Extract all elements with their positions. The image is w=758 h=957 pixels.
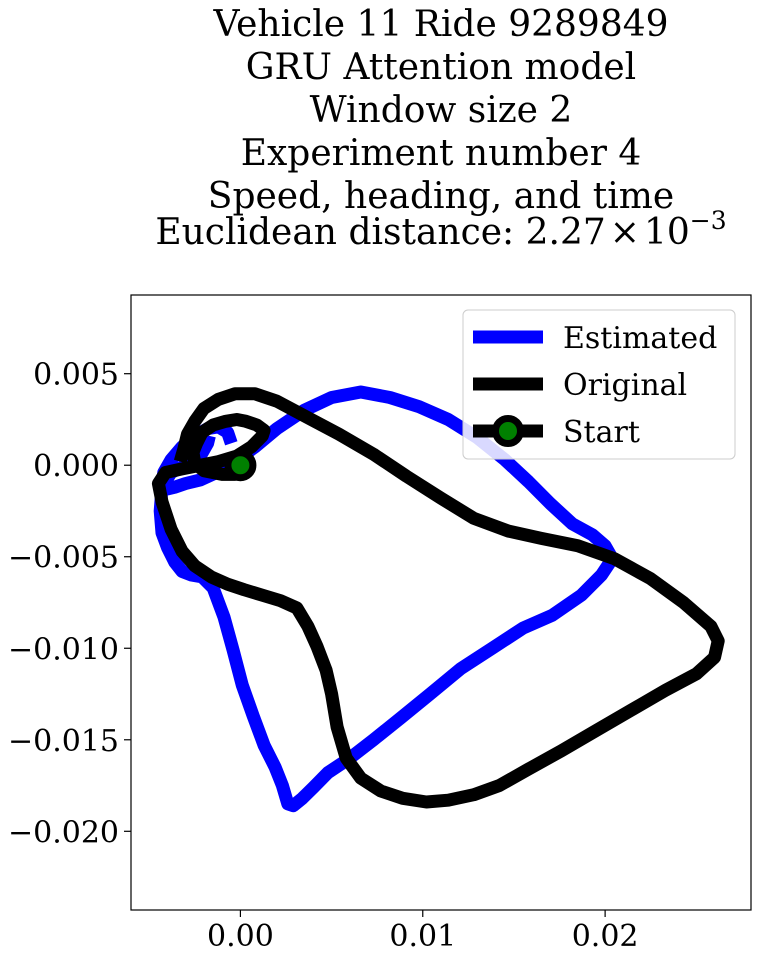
x-axis: 0.00 0.01 0.02 xyxy=(207,910,639,954)
x-tick-label: 0.00 xyxy=(207,919,274,954)
distance-times: × xyxy=(610,212,640,253)
series-line-estimated xyxy=(153,385,619,813)
y-tick-label: −0.015 xyxy=(8,724,119,759)
plot-area xyxy=(151,385,725,813)
distance-base: 10 xyxy=(644,212,690,253)
y-axis: 0.005 0.000 −0.005 −0.010 −0.015 −0.020 xyxy=(8,358,131,850)
legend-label: Estimated xyxy=(563,321,717,356)
y-tick-label: −0.010 xyxy=(8,632,119,667)
y-tick-label: −0.020 xyxy=(8,815,119,850)
title-distance: Euclidean distance: 2.27 × 10−3 xyxy=(155,206,726,253)
series-line-original xyxy=(151,387,725,809)
x-tick-label: 0.01 xyxy=(389,919,456,954)
title-line: Experiment number 4 xyxy=(241,133,642,174)
distance-prefix: Euclidean distance: 2.27 xyxy=(155,212,605,253)
y-tick-label: 0.000 xyxy=(33,449,119,484)
title-line: Window size 2 xyxy=(310,90,573,131)
title-line: Vehicle 11 Ride 9289849 xyxy=(212,4,668,45)
distance-exponent: −3 xyxy=(690,206,727,235)
title-line: Speed, heading, and time xyxy=(208,176,674,217)
legend-label: Original xyxy=(563,368,687,403)
legend-box xyxy=(462,309,736,460)
y-tick-label: −0.005 xyxy=(8,541,119,576)
legend-label: Start xyxy=(563,415,640,450)
y-tick-label: 0.005 xyxy=(33,358,119,393)
x-tick-label: 0.02 xyxy=(572,919,639,954)
legend-start-marker xyxy=(492,415,524,447)
plot-frame xyxy=(130,294,752,911)
title-line: GRU Attention model xyxy=(246,47,636,88)
legend: Estimated Original Start xyxy=(462,309,736,460)
start-marker xyxy=(224,449,257,482)
